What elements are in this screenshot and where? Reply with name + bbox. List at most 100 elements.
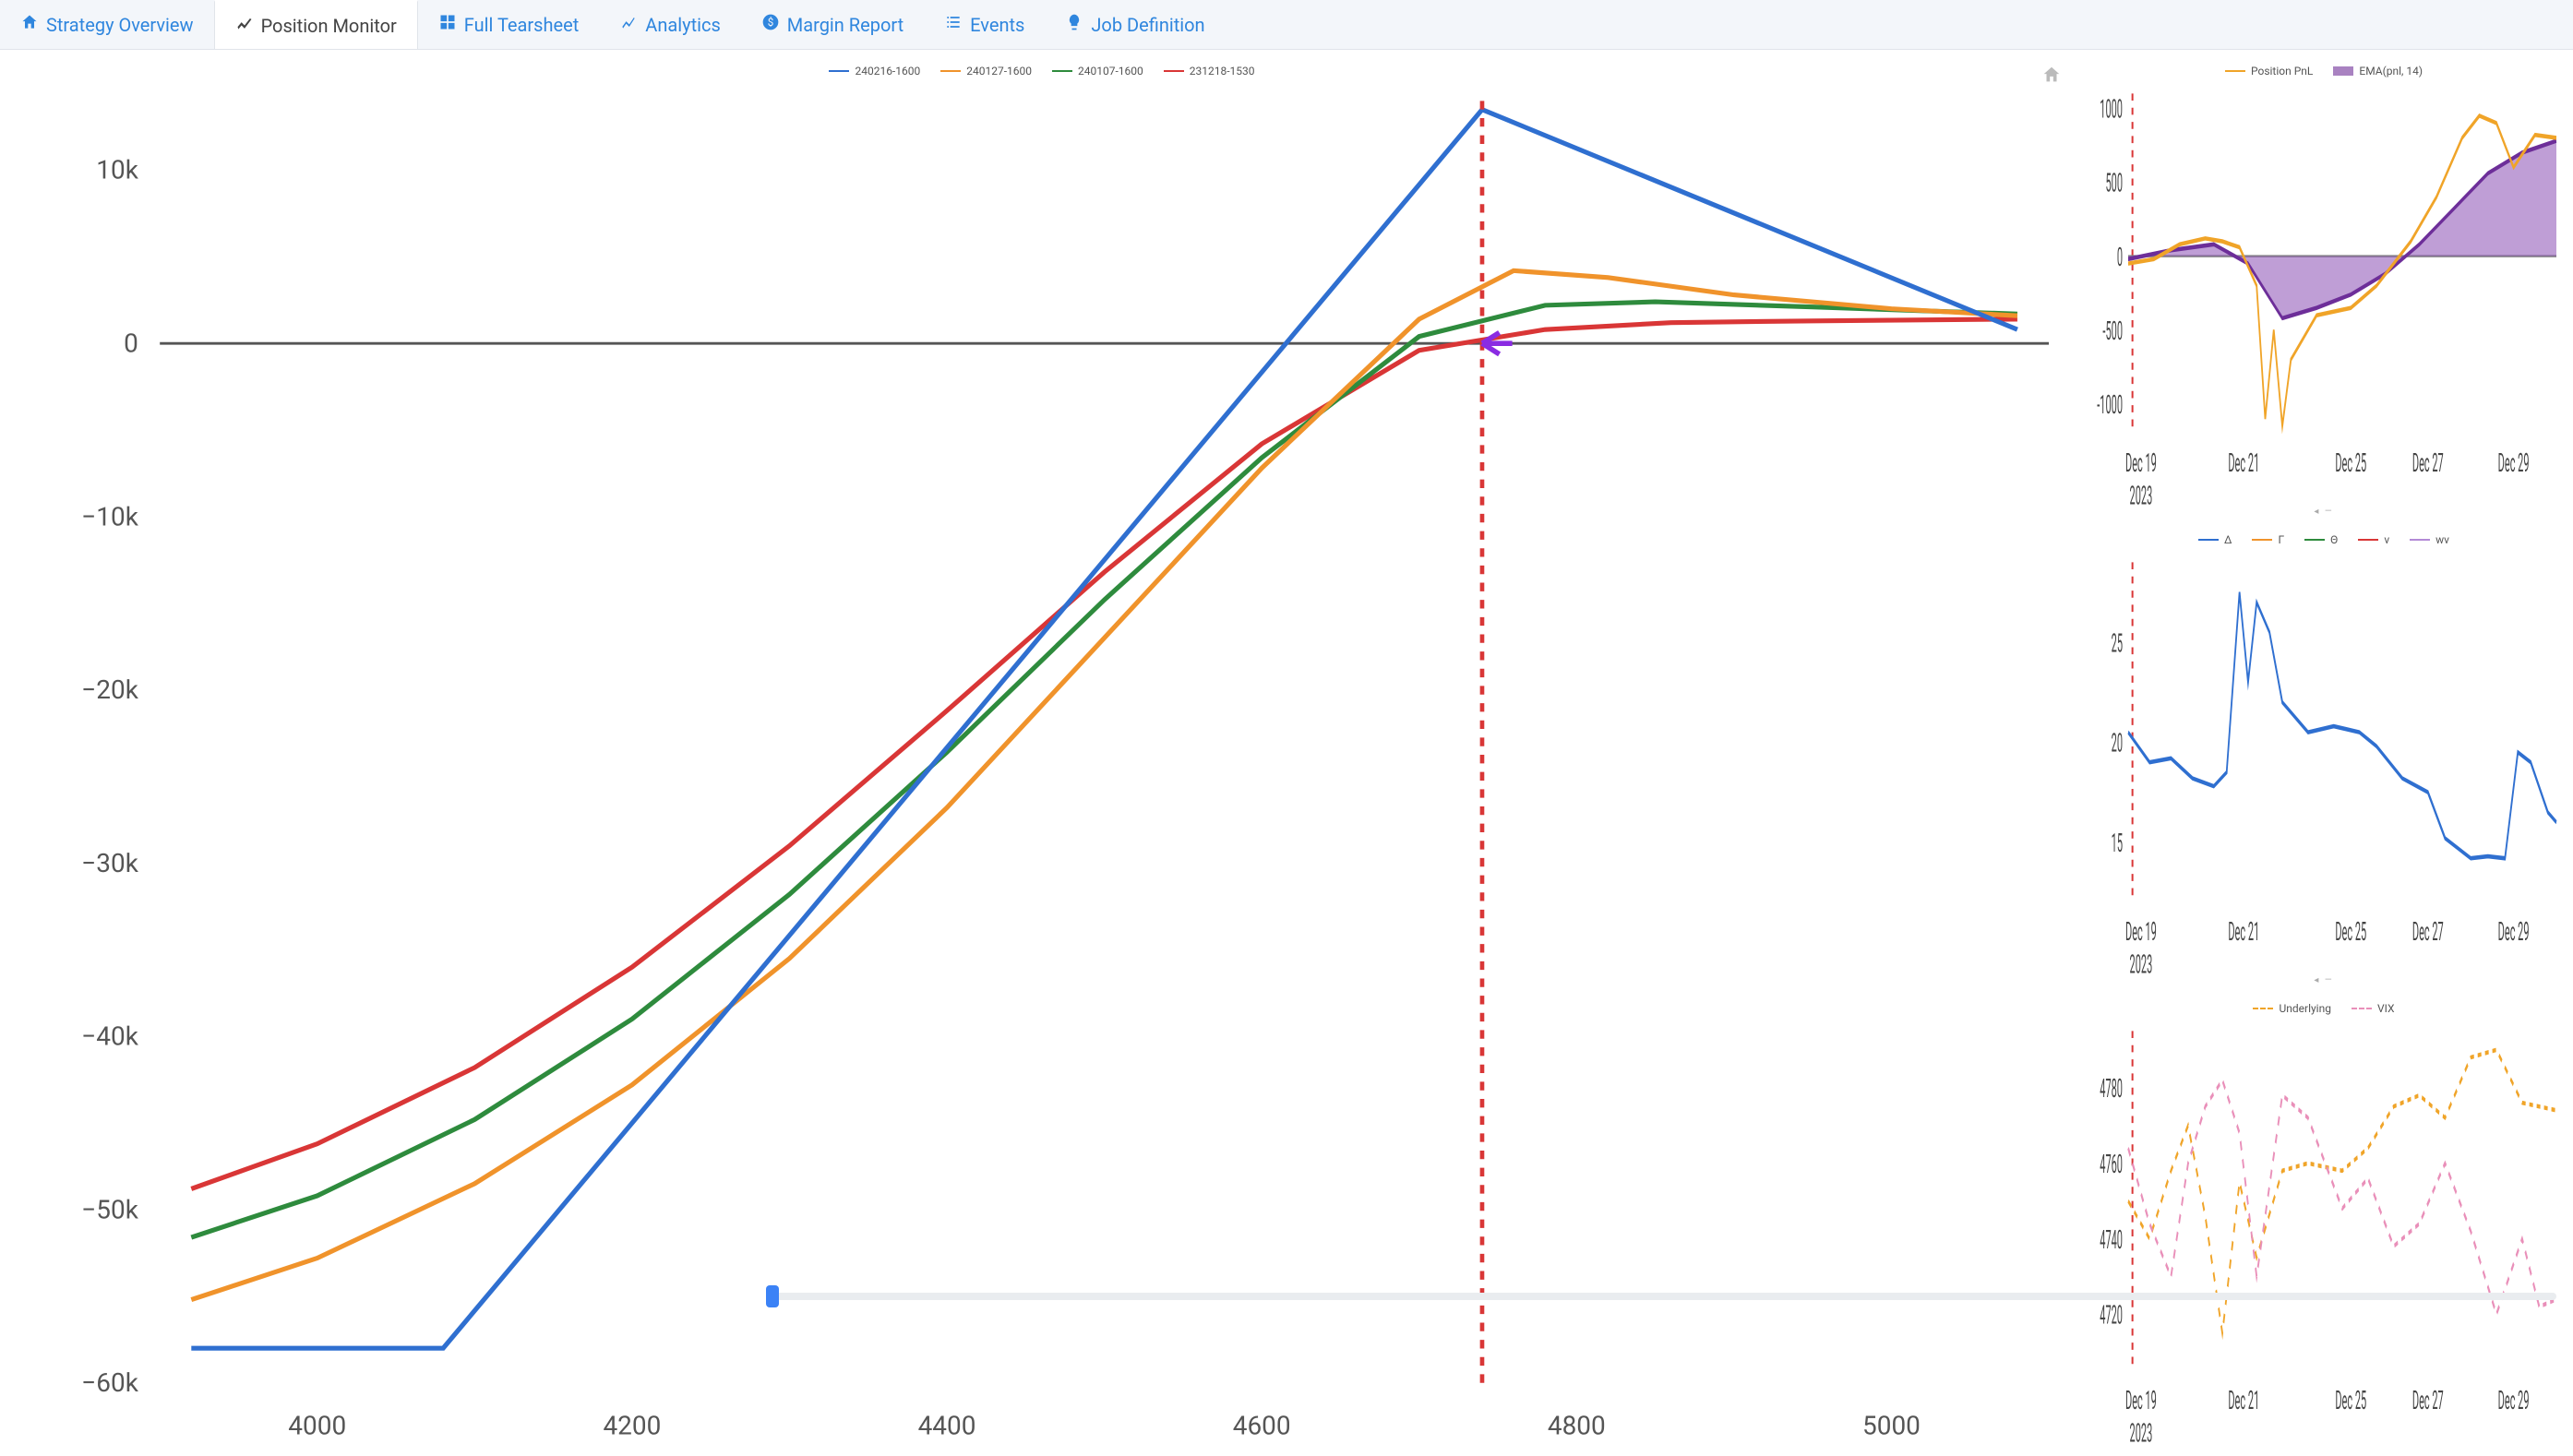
svg-text:4740: 4740 <box>2100 1225 2123 1256</box>
legend-swatch <box>940 70 961 72</box>
pnl-legend: Position PnL EMA(pnl, 14) <box>2084 57 2564 79</box>
svg-text:Dec 29: Dec 29 <box>2498 1386 2530 1416</box>
legend-label: ν <box>2384 533 2389 546</box>
tab-events[interactable]: Events <box>924 0 1045 49</box>
svg-text:−30k: −30k <box>81 848 138 878</box>
svg-text:−50k: −50k <box>81 1194 138 1224</box>
svg-text:Dec 25: Dec 25 <box>2335 917 2366 948</box>
tab-analytics[interactable]: Analytics <box>599 0 741 49</box>
svg-text:2023: 2023 <box>2130 1419 2153 1450</box>
legend-label: 231218-1530 <box>1190 65 1255 78</box>
tab-label: Full Tearsheet <box>464 14 579 36</box>
payoff-legend: 240216-1600 240127-1600 240107-1600 2312… <box>9 57 2075 79</box>
analytics-icon <box>619 13 638 36</box>
svg-text:4760: 4760 <box>2100 1150 2123 1180</box>
svg-text:4800: 4800 <box>1548 1411 1606 1441</box>
greeks-chart[interactable]: 15 20 25 Dec 19 Dec 21 Dec 25 Dec 27 Dec 29 2023 <box>2084 548 2564 987</box>
legend-label: 240127-1600 <box>966 65 1032 78</box>
reset-zoom-icon[interactable] <box>2041 65 2062 89</box>
svg-text:Dec 19: Dec 19 <box>2125 1386 2157 1416</box>
range-handle-icon[interactable]: ◂ — <box>2314 975 2333 985</box>
bulb-icon <box>1065 13 1083 36</box>
svg-text:4780: 4780 <box>2100 1074 2123 1104</box>
legend-label: wν <box>2435 533 2449 546</box>
payoff-chart[interactable]: −60k −50k −40k −30k −20k −10k 0 10k 4000 4200 4400… <box>9 79 2075 1456</box>
svg-text:4400: 4400 <box>918 1411 976 1441</box>
dollar-icon: $ <box>761 13 780 36</box>
legend-swatch <box>2410 539 2430 541</box>
tab-label: Events <box>970 14 1024 36</box>
svg-text:25: 25 <box>2112 628 2123 659</box>
svg-text:4000: 4000 <box>288 1411 346 1441</box>
legend-swatch <box>2198 539 2219 541</box>
legend-swatch <box>2252 539 2272 541</box>
pnl-chart[interactable]: -1000-50005001000Dec 19Dec 21Dec 25Dec 2… <box>2084 79 2564 519</box>
greeks-chart-panel: Δ Γ Θ ν wν 152025Dec 19Dec 21Dec 25Dec 2… <box>2084 526 2564 987</box>
legend-swatch <box>2253 1008 2273 1009</box>
svg-text:2023: 2023 <box>2130 482 2153 512</box>
legend-label: Θ <box>2330 533 2338 546</box>
legend-label: Underlying <box>2279 1002 2330 1015</box>
svg-text:Dec 25: Dec 25 <box>2335 1386 2366 1416</box>
svg-text:20: 20 <box>2112 729 2123 759</box>
tab-strategy-overview[interactable]: Strategy Overview <box>0 0 214 49</box>
svg-text:Dec 19: Dec 19 <box>2125 448 2157 479</box>
tab-label: Job Definition <box>1091 14 1204 36</box>
tab-label: Strategy Overview <box>46 14 194 36</box>
svg-text:Dec 29: Dec 29 <box>2498 917 2530 948</box>
svg-text:Dec 21: Dec 21 <box>2228 917 2259 948</box>
svg-text:15: 15 <box>2112 829 2123 859</box>
svg-text:Dec 19: Dec 19 <box>2125 917 2157 948</box>
list-icon <box>944 13 963 36</box>
legend-swatch <box>2352 1008 2372 1009</box>
legend-label: Δ <box>2224 533 2232 546</box>
tab-margin-report[interactable]: $ Margin Report <box>741 0 924 49</box>
legend-label: EMA(pnl, 14) <box>2359 65 2423 78</box>
svg-text:−60k: −60k <box>81 1367 138 1398</box>
underlying-legend: Underlying VIX <box>2084 995 2564 1017</box>
main-area: 240216-1600 240127-1600 240107-1600 2312… <box>0 50 2573 1270</box>
svg-text:-500: -500 <box>2102 316 2123 347</box>
right-column: Position PnL EMA(pnl, 14) -1000 -500 0 500 1… <box>2084 57 2564 1456</box>
svg-text:$: $ <box>767 16 773 29</box>
tab-label: Margin Report <box>787 14 904 36</box>
range-handle-icon[interactable]: ◂ — <box>2314 507 2333 517</box>
legend-swatch <box>2304 539 2325 541</box>
tab-label: Position Monitor <box>261 15 397 37</box>
svg-text:Dec 27: Dec 27 <box>2412 917 2444 948</box>
time-slider[interactable] <box>768 1293 2556 1300</box>
legend-swatch <box>1164 70 1184 72</box>
svg-text:10k: 10k <box>96 155 138 185</box>
svg-text:0: 0 <box>2117 243 2123 273</box>
tab-job-definition[interactable]: Job Definition <box>1045 0 1225 49</box>
svg-text:Dec 25: Dec 25 <box>2335 448 2366 479</box>
legend-label: Position PnL <box>2251 65 2313 78</box>
svg-text:500: 500 <box>2105 169 2123 199</box>
svg-text:−10k: −10k <box>81 501 138 531</box>
legend-swatch <box>1052 70 1072 72</box>
svg-text:1000: 1000 <box>2100 95 2123 125</box>
svg-text:4600: 4600 <box>1233 1411 1291 1441</box>
svg-text:Dec 21: Dec 21 <box>2228 1386 2259 1416</box>
chart-icon <box>235 14 254 37</box>
svg-text:−20k: −20k <box>81 674 138 705</box>
legend-label: 240107-1600 <box>1078 65 1143 78</box>
svg-text:4200: 4200 <box>603 1411 661 1441</box>
svg-text:5000: 5000 <box>1862 1411 1921 1441</box>
pnl-chart-panel: Position PnL EMA(pnl, 14) -1000 -500 0 500 1… <box>2084 57 2564 519</box>
grid-icon <box>438 13 457 36</box>
slider-thumb[interactable] <box>766 1285 779 1307</box>
payoff-chart-panel: 240216-1600 240127-1600 240107-1600 2312… <box>9 57 2075 1456</box>
home-icon <box>20 13 39 36</box>
svg-text:Dec 27: Dec 27 <box>2412 1386 2444 1416</box>
svg-text:−40k: −40k <box>81 1021 138 1052</box>
legend-swatch <box>829 70 849 72</box>
svg-text:0: 0 <box>124 328 138 359</box>
underlying-chart[interactable]: 4720474047604780Dec 19Dec 21Dec 25Dec 27… <box>2084 1017 2564 1456</box>
svg-text:2023: 2023 <box>2130 950 2153 981</box>
tab-full-tearsheet[interactable]: Full Tearsheet <box>418 0 599 49</box>
svg-text:-1000: -1000 <box>2097 390 2123 421</box>
svg-text:Dec 29: Dec 29 <box>2498 448 2530 479</box>
tab-position-monitor[interactable]: Position Monitor <box>214 0 418 49</box>
svg-text:Dec 27: Dec 27 <box>2412 448 2444 479</box>
